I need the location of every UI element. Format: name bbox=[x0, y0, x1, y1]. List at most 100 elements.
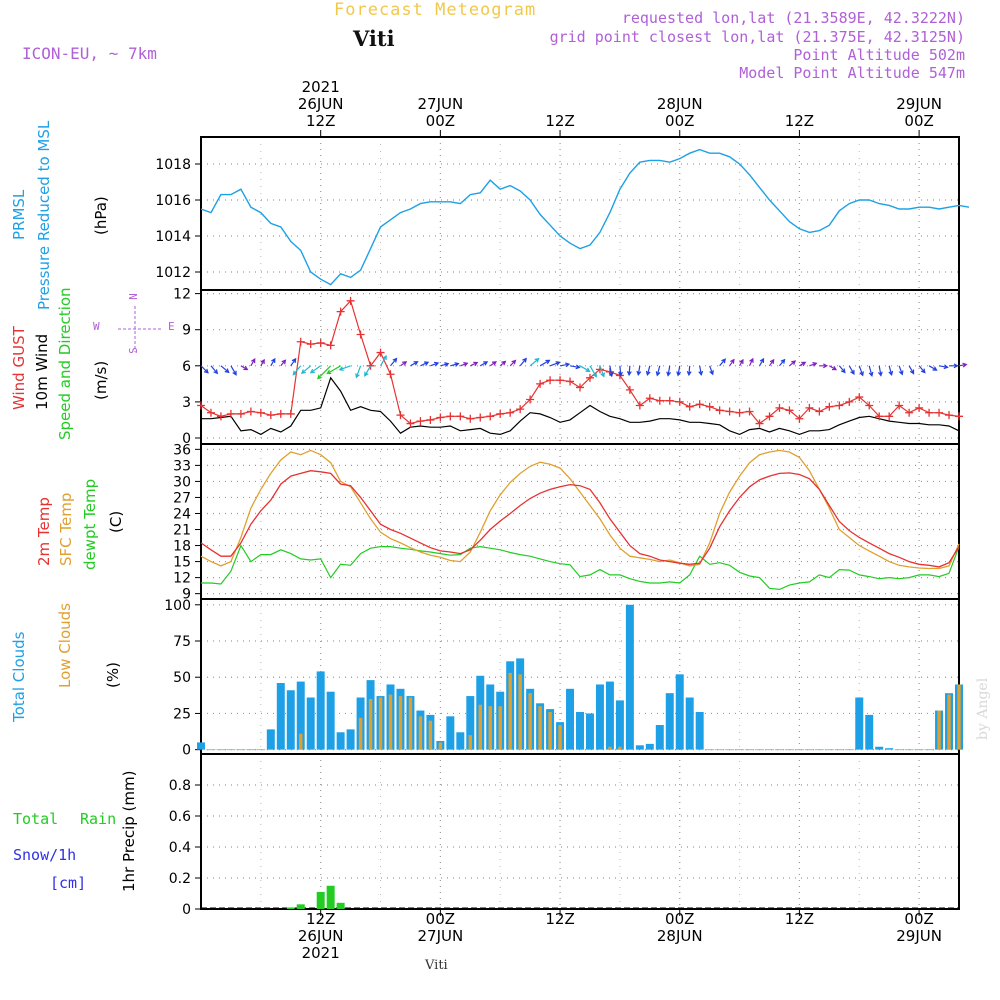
y-tick-label: 25 bbox=[173, 706, 191, 722]
label-cm: [cm] bbox=[50, 874, 87, 892]
gust-marker bbox=[216, 412, 225, 421]
y-tick-label: 18 bbox=[173, 539, 191, 555]
wind-direction-arrow bbox=[877, 365, 883, 377]
gust-marker bbox=[795, 414, 804, 423]
y-tick-label: 0.6 bbox=[169, 809, 191, 825]
bar-total-clouds bbox=[865, 714, 874, 750]
wind-direction-arrow bbox=[829, 365, 838, 371]
bar-total-clouds bbox=[695, 711, 704, 750]
bar-total-clouds bbox=[306, 697, 315, 750]
wind-direction-arrow bbox=[338, 365, 351, 371]
gust-marker bbox=[815, 407, 824, 416]
gust-marker bbox=[925, 408, 934, 417]
y-tick-label: 3 bbox=[182, 395, 191, 411]
gust-marker bbox=[576, 383, 584, 392]
gust-marker bbox=[945, 411, 954, 420]
location-title: Viti bbox=[353, 26, 395, 51]
y-tick-label: 0 bbox=[182, 902, 191, 918]
y-tick-label: 33 bbox=[173, 458, 191, 474]
wind-direction-arrow bbox=[559, 362, 571, 368]
gust-marker bbox=[386, 370, 395, 379]
series-2m-temp bbox=[200, 470, 960, 568]
wind-direction-arrow bbox=[928, 365, 938, 371]
gust-marker bbox=[915, 403, 924, 412]
gust-marker bbox=[456, 412, 465, 421]
wind-direction-arrow bbox=[569, 364, 581, 370]
bar-total-rain bbox=[336, 902, 345, 909]
bar-total-clouds bbox=[266, 729, 275, 750]
gust-marker bbox=[376, 348, 385, 357]
wind-direction-arrow bbox=[200, 365, 209, 374]
x-tick-label-top: 12Z bbox=[306, 112, 335, 130]
wind-direction-arrow bbox=[645, 365, 651, 377]
wind-direction-arrow bbox=[626, 365, 632, 377]
y-tick-label: 0 bbox=[182, 431, 191, 447]
y-tick-label: 1012 bbox=[155, 265, 191, 281]
wind-direction-arrow bbox=[838, 365, 846, 374]
wind-direction-arrow bbox=[410, 361, 419, 367]
gust-marker bbox=[276, 409, 285, 418]
gust-marker bbox=[905, 408, 914, 417]
wind-direction-arrow bbox=[450, 362, 460, 367]
wind-direction-arrow bbox=[420, 361, 430, 367]
gust-marker bbox=[286, 409, 295, 418]
x-tick-label-bottom: 00Z bbox=[904, 910, 933, 928]
wind-direction-arrow bbox=[949, 363, 959, 369]
gust-marker bbox=[446, 412, 455, 421]
gust-marker bbox=[396, 411, 405, 420]
bar-low-clouds bbox=[508, 672, 512, 750]
model-label: ICON-EU, ~ 7km bbox=[22, 44, 157, 63]
wind-direction-arrow bbox=[519, 357, 527, 367]
y-tick-label: 0.8 bbox=[169, 778, 191, 794]
wind-direction-arrow bbox=[529, 357, 540, 367]
wind-direction-arrow bbox=[799, 361, 807, 367]
gust-marker bbox=[436, 413, 445, 422]
wind-direction-arrow bbox=[749, 357, 754, 367]
bar-total-clouds bbox=[855, 697, 864, 750]
bar-low-clouds bbox=[937, 710, 941, 750]
gust-marker bbox=[536, 379, 545, 388]
series-prmsl bbox=[200, 148, 970, 286]
bar-total-clouds bbox=[685, 697, 694, 750]
x-tick-label-top: 27JUN bbox=[418, 95, 464, 113]
bar-low-clouds bbox=[498, 706, 502, 750]
gust-marker bbox=[516, 405, 525, 414]
gust-marker bbox=[665, 396, 674, 405]
gust-marker bbox=[585, 373, 594, 382]
wind-direction-arrow bbox=[819, 363, 829, 369]
y-tick-label: 0.4 bbox=[169, 840, 191, 856]
x-tick-label-bottom: 27JUN bbox=[418, 927, 464, 945]
bar-total-clouds bbox=[446, 716, 455, 750]
grid-point-coords: grid point closest lon,lat (21.375E, 42.… bbox=[549, 28, 965, 46]
bar-low-clouds bbox=[398, 696, 403, 750]
bar-total-rain bbox=[316, 891, 325, 909]
bar-low-clouds bbox=[538, 706, 542, 750]
y-tick-label: 15 bbox=[173, 555, 191, 571]
bar-low-clouds bbox=[418, 716, 423, 750]
y-tick-label: 50 bbox=[173, 670, 191, 686]
y-tick-label: 1016 bbox=[155, 193, 191, 209]
y-tick-label: 1018 bbox=[155, 157, 191, 173]
gust-marker bbox=[226, 409, 235, 418]
x-tick-label-bottom: 12Z bbox=[545, 910, 574, 928]
wind-direction-arrow bbox=[549, 361, 561, 367]
gust-marker bbox=[476, 413, 485, 422]
bar-total-clouds bbox=[605, 681, 614, 750]
gust-marker bbox=[256, 408, 265, 417]
gust-marker bbox=[755, 419, 764, 428]
model-altitude: Model Point Altitude 547m bbox=[739, 64, 965, 82]
gust-marker bbox=[735, 408, 744, 417]
wind-direction-arrow bbox=[655, 365, 661, 377]
bar-low-clouds bbox=[368, 698, 373, 750]
gust-marker bbox=[416, 417, 425, 426]
x-tick-label-bottom: 00Z bbox=[665, 910, 694, 928]
wind-direction-arrow bbox=[270, 357, 276, 367]
gust-marker bbox=[695, 400, 704, 409]
wind-direction-arrow bbox=[240, 365, 249, 371]
point-altitude: Point Altitude 502m bbox=[793, 46, 965, 64]
y-tick-label: 30 bbox=[173, 474, 191, 490]
gust-marker bbox=[845, 397, 854, 406]
y-tick-label: 9 bbox=[182, 587, 191, 603]
y-tick-label: 0 bbox=[182, 743, 191, 759]
gust-marker bbox=[406, 419, 415, 428]
